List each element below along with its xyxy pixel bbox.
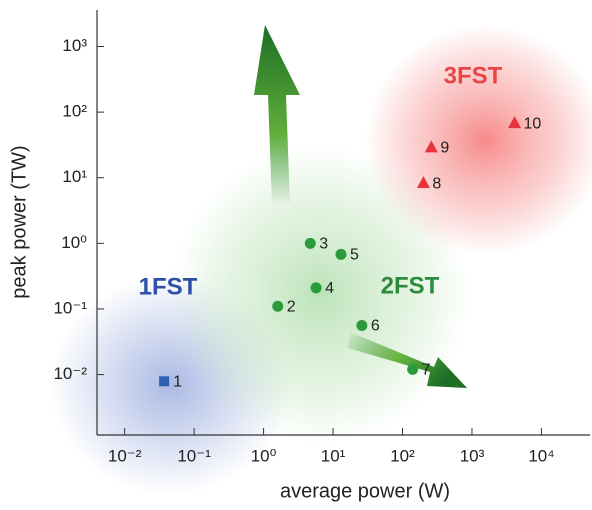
x-tick-label: 10⁻² xyxy=(108,446,142,465)
y-tick-label: 10¹ xyxy=(62,167,87,186)
region-2fst xyxy=(170,145,470,445)
x-tick-label: 10⁴ xyxy=(528,446,554,465)
x-axis-title: average power (W) xyxy=(280,480,450,502)
point-label: 3 xyxy=(319,236,328,253)
point xyxy=(335,248,347,260)
y-tick-label: 10⁻² xyxy=(53,364,87,383)
point xyxy=(304,237,316,249)
point-label: 2 xyxy=(287,298,296,315)
point xyxy=(424,140,438,153)
arrow-right xyxy=(348,332,467,388)
point xyxy=(310,282,322,294)
point-label: 9 xyxy=(440,140,449,157)
point-label: 4 xyxy=(325,280,334,297)
point xyxy=(407,363,419,375)
region-3fst xyxy=(365,25,592,255)
point-label: 7 xyxy=(422,362,431,379)
region-label: 2FST xyxy=(381,272,440,299)
x-tick-label: 10³ xyxy=(460,446,485,465)
point xyxy=(508,116,522,129)
point xyxy=(272,300,284,312)
backdrop xyxy=(50,25,592,495)
arrow-up xyxy=(254,25,300,205)
region-label: 1FST xyxy=(139,273,198,300)
point-label: 1 xyxy=(173,374,182,391)
point-label: 8 xyxy=(432,175,441,192)
point xyxy=(159,376,170,387)
point xyxy=(356,319,368,331)
y-tick-label: 10² xyxy=(62,102,87,121)
x-tick-label: 10² xyxy=(390,446,415,465)
point-label: 5 xyxy=(350,247,359,264)
point-label: 6 xyxy=(371,318,380,335)
y-tick-label: 10⁰ xyxy=(61,233,87,252)
x-tick-label: 10⁻¹ xyxy=(177,446,211,465)
y-tick-label: 10³ xyxy=(62,36,87,55)
y-tick-label: 10⁻¹ xyxy=(53,298,87,317)
point xyxy=(416,176,430,189)
region-label: 3FST xyxy=(444,62,503,89)
x-tick-label: 10⁰ xyxy=(251,446,277,465)
x-tick-label: 10¹ xyxy=(321,446,346,465)
point-label: 10 xyxy=(524,115,542,132)
y-axis-title: peak power (TW) xyxy=(8,145,30,298)
